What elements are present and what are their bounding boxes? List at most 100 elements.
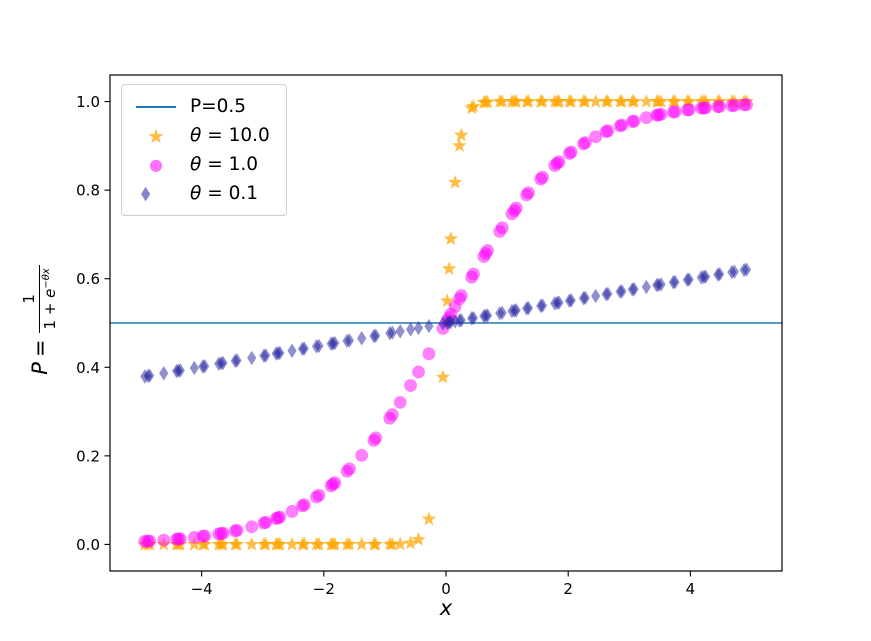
data-point (481, 244, 494, 257)
line-sample-icon (132, 105, 180, 108)
data-point (403, 535, 418, 550)
data-point (284, 536, 300, 551)
data-point (509, 94, 524, 108)
data-point (589, 130, 603, 144)
data-point (330, 335, 340, 351)
data-point (357, 331, 367, 346)
x-axis-ticks: −4 −2 0 2 4 (191, 571, 696, 598)
data-point (698, 94, 713, 108)
legend-label: θ = 1.0 (190, 154, 259, 175)
data-point (580, 290, 590, 306)
data-point (523, 300, 534, 316)
legend-label: θ = 0.1 (190, 183, 259, 204)
data-point (245, 520, 259, 534)
data-point (354, 536, 369, 551)
data-point (629, 281, 639, 297)
data-point (600, 94, 616, 108)
data-point (215, 536, 231, 551)
legend-item-hline: P=0.5 (132, 92, 270, 121)
data-point (617, 284, 627, 299)
y-tick-label: 0.0 (76, 536, 100, 554)
series-theta-0.1 (140, 262, 752, 384)
data-point (614, 94, 630, 108)
data-point (639, 94, 654, 108)
data-point (343, 462, 356, 476)
data-point (247, 350, 257, 366)
data-point (443, 231, 459, 245)
legend-label: θ = 10.0 (190, 125, 270, 146)
data-point (230, 524, 244, 537)
data-point (387, 325, 397, 340)
y-tick-label: 0.4 (76, 359, 100, 377)
data-point (413, 320, 424, 336)
data-point (713, 100, 727, 113)
data-point (467, 267, 480, 281)
data-point (627, 114, 641, 128)
data-point (536, 170, 549, 184)
data-point (297, 536, 312, 551)
data-point (511, 303, 521, 318)
data-point (591, 288, 601, 304)
data-point (497, 305, 507, 321)
data-point (197, 536, 212, 551)
data-point (159, 366, 169, 381)
data-point (727, 99, 741, 112)
data-point (424, 318, 434, 334)
data-point (229, 536, 245, 551)
data-point (566, 293, 576, 308)
data-point (421, 511, 437, 526)
data-point (554, 295, 564, 310)
data-point (440, 293, 455, 308)
y-tick-label: 1.0 (76, 93, 100, 111)
x-tick-label: −2 (313, 580, 335, 598)
data-point (395, 324, 405, 339)
data-point (232, 353, 242, 368)
y-tick-label: 0.2 (76, 447, 100, 465)
data-point (641, 279, 651, 295)
data-point (454, 289, 468, 302)
legend-item-theta-10: ★ θ = 10.0 (132, 121, 270, 150)
data-point (667, 94, 683, 108)
data-point (729, 264, 739, 279)
data-point (535, 94, 550, 108)
data-point (656, 277, 666, 292)
data-point (715, 267, 725, 282)
data-point (480, 94, 495, 109)
data-point (327, 536, 342, 551)
legend-item-theta-1: ● θ = 1.0 (132, 150, 270, 179)
x-tick-label: 2 (563, 580, 573, 598)
data-point (588, 94, 603, 108)
data-point (411, 532, 426, 546)
data-point (216, 526, 230, 540)
data-point (639, 111, 653, 125)
data-point (405, 322, 416, 337)
data-point (312, 488, 326, 502)
data-point (452, 138, 467, 152)
data-point (495, 94, 510, 108)
data-point (342, 536, 357, 551)
data-point (466, 98, 481, 113)
data-point (198, 529, 212, 543)
data-point (701, 269, 711, 284)
data-point (412, 365, 425, 379)
data-point (355, 449, 369, 462)
x-tick-label: 4 (686, 580, 696, 598)
legend-item-theta-01: ◆ θ = 0.1 (132, 179, 270, 208)
data-point (244, 536, 259, 551)
data-point (273, 510, 287, 524)
x-axis-label: x (439, 596, 453, 620)
data-point (551, 94, 567, 108)
y-tick-label: 0.8 (76, 182, 100, 200)
data-point (259, 516, 273, 529)
data-point (564, 94, 579, 108)
data-point (454, 127, 469, 142)
y-tick-label: 0.6 (76, 270, 100, 288)
data-point (173, 532, 187, 546)
data-point (145, 368, 155, 383)
data-point (385, 536, 400, 551)
data-point (385, 408, 399, 421)
data-point (670, 274, 680, 290)
y-axis-label-fraction: 1 1 + e−θx (20, 265, 60, 333)
data-point (626, 94, 642, 108)
